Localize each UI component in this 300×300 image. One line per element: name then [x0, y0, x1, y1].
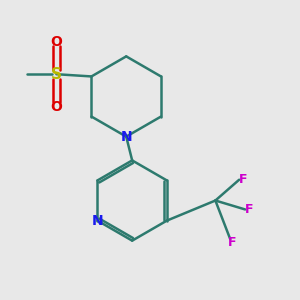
Text: N: N [92, 214, 103, 228]
Text: O: O [50, 100, 62, 114]
Text: F: F [227, 236, 236, 249]
Text: O: O [50, 34, 62, 49]
Text: F: F [244, 203, 253, 216]
Text: N: N [120, 130, 132, 144]
Text: S: S [51, 67, 62, 82]
Text: F: F [238, 173, 247, 186]
